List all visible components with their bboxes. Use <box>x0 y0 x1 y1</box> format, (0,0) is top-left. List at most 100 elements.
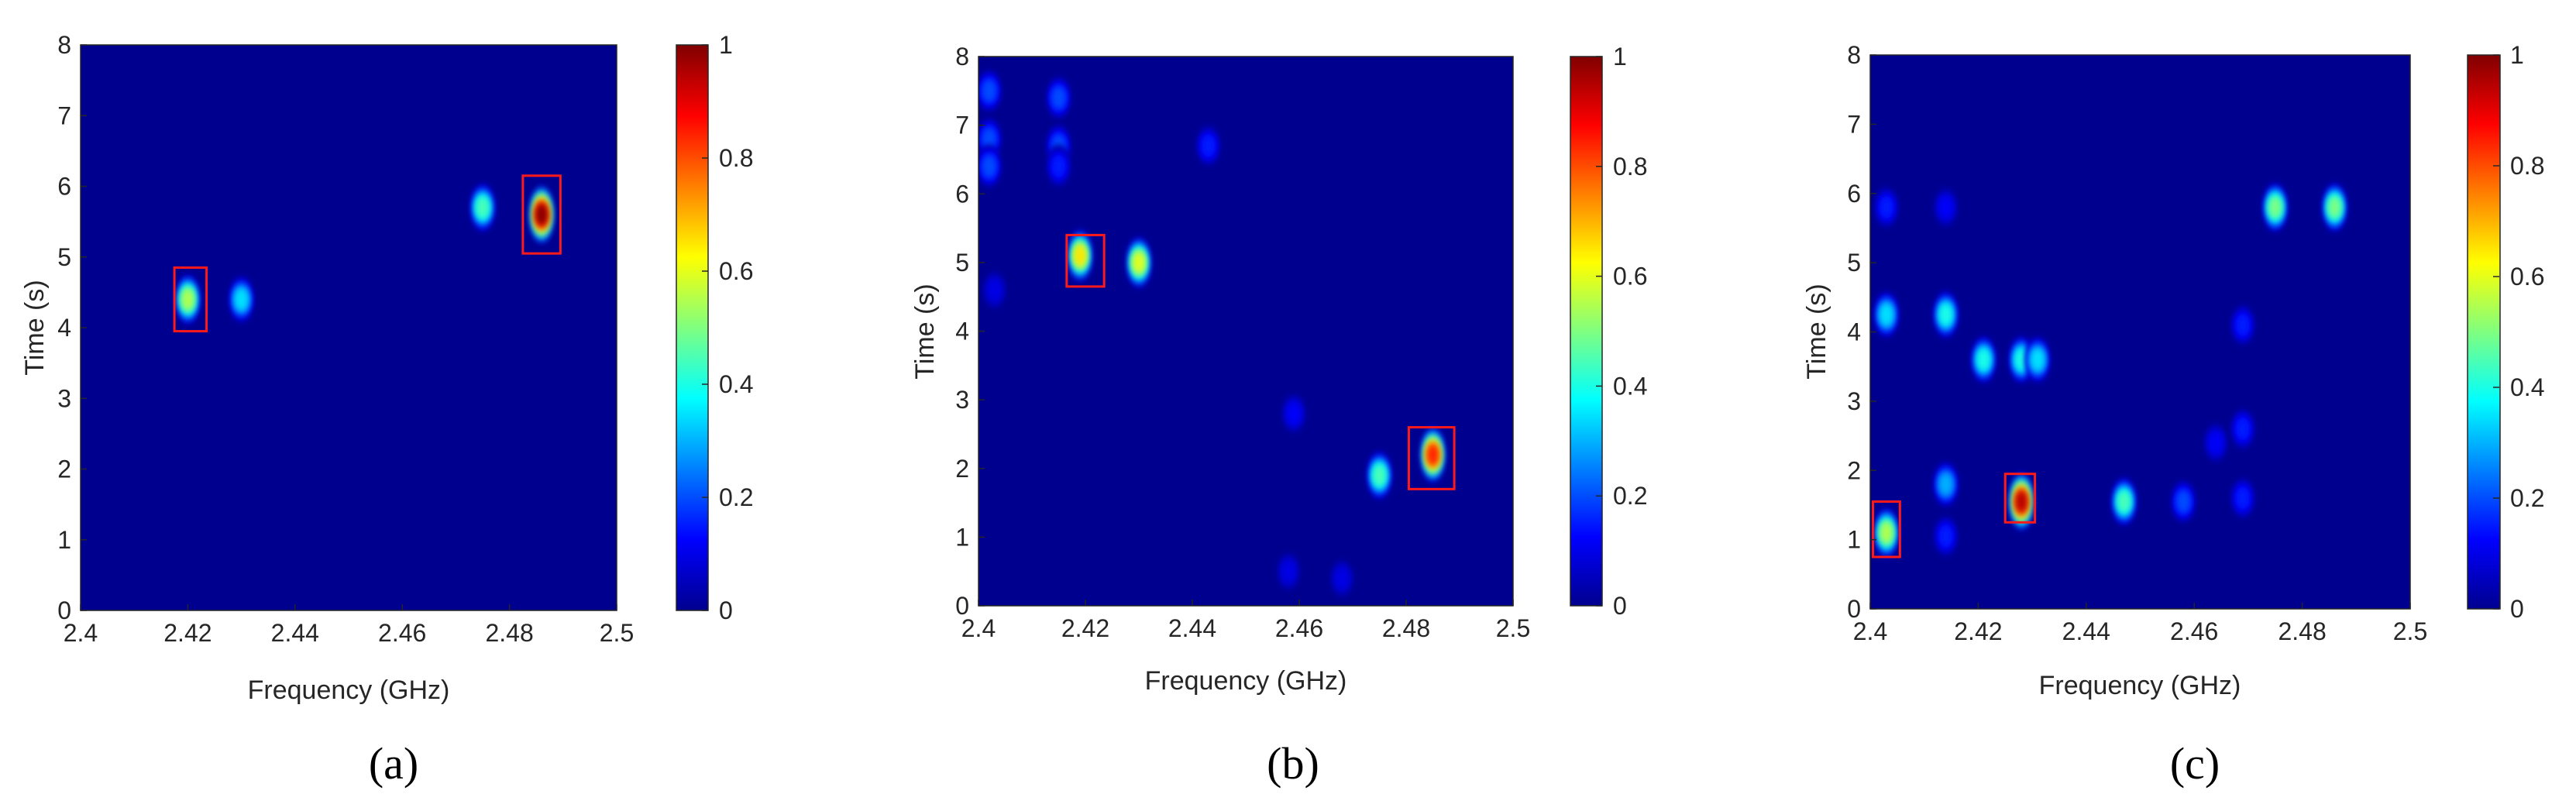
y-ticks-a: 0 1 2 3 4 5 6 7 8 <box>57 31 87 624</box>
x-axis-label-a: Frequency (GHz) <box>248 676 450 705</box>
hotspot <box>2111 476 2137 527</box>
heatmap-spots-a <box>175 183 555 325</box>
highlight-box <box>173 266 208 333</box>
y-tick-label: 5 <box>955 249 969 277</box>
hotspot <box>1873 290 1899 339</box>
y-tick-label: 8 <box>57 31 71 59</box>
hotspot <box>1873 507 1899 559</box>
y-tick-label: 1 <box>955 523 969 551</box>
colorbar-tick-label: 1 <box>2510 41 2524 69</box>
hotspot <box>1126 236 1151 289</box>
x-tick-label: 2.5 <box>600 619 634 647</box>
y-ticks-b: 0 1 2 3 4 5 6 7 8 <box>955 43 985 620</box>
hotspot <box>1367 450 1392 500</box>
colorbar-tick-label: 0.8 <box>2510 152 2544 180</box>
hotspot <box>1281 391 1307 435</box>
y-tick-label: 4 <box>955 318 969 345</box>
y-tick-label: 4 <box>57 314 71 342</box>
hotspot <box>1933 460 1959 508</box>
y-tick-label: 4 <box>1847 318 1861 346</box>
colorbar-a <box>676 44 709 611</box>
y-tick-label: 6 <box>955 180 969 208</box>
hotspot <box>982 268 1007 312</box>
x-tick-label: 2.48 <box>2278 617 2326 645</box>
colorbar-tick-label: 0.6 <box>2510 263 2544 290</box>
hotspot <box>470 183 495 232</box>
colorbar-tick-label: 0.6 <box>1613 263 1647 290</box>
y-tick-label: 6 <box>1847 180 1861 208</box>
x-tick-label: 2.5 <box>1496 614 1530 642</box>
x-tick-label: 2.42 <box>1061 614 1109 642</box>
panel-a: 2.4 2.42 2.44 2.46 2.48 2.5 0 1 2 3 4 5 6 7 8 Frequen… <box>20 31 753 789</box>
hotspot <box>175 273 201 325</box>
y-tick-label: 2 <box>955 455 969 483</box>
heatmap-spots-c <box>1873 182 2347 559</box>
x-ticks-a: 2.4 2.42 2.44 2.46 2.48 2.5 <box>64 604 634 647</box>
x-tick-label: 2.48 <box>1382 614 1430 642</box>
hotspot <box>2025 335 2051 383</box>
hotspot <box>2230 407 2255 452</box>
colorbar-tick-label: 0.8 <box>719 144 753 172</box>
colorbar-tick-label: 1 <box>719 31 733 59</box>
hotspot <box>2203 421 2229 465</box>
x-tick-label: 2.44 <box>1168 614 1216 642</box>
colorbar-tick-label: 0.2 <box>2510 484 2544 512</box>
hotspot <box>2230 476 2255 521</box>
x-tick-label: 2.46 <box>1275 614 1323 642</box>
colorbar-ticks-a: 0 0.2 0.4 0.6 0.8 1 <box>702 31 753 624</box>
panel-c: 2.4 2.42 2.44 2.46 2.48 2.5 0 1 2 3 4 5 6 7 8 Frequen… <box>1802 41 2544 789</box>
hotspot <box>978 143 1002 189</box>
x-tick-label: 2.42 <box>1954 617 2002 645</box>
hotspot <box>2322 182 2347 233</box>
hotspot <box>529 185 555 244</box>
x-tick-label: 2.48 <box>485 619 533 647</box>
hotspot <box>1873 185 1899 230</box>
plot-area-a <box>81 45 617 610</box>
hotspot <box>978 68 1002 114</box>
hotspot <box>1068 229 1093 283</box>
colorbar-tick-label: 0.4 <box>2510 373 2544 401</box>
x-tick-label: 2.44 <box>2062 617 2110 645</box>
hotspot <box>1933 514 1959 559</box>
y-tick-label: 1 <box>1847 526 1861 554</box>
hotspot <box>1933 185 1959 229</box>
colorbar-ticks-c: 0 0.2 0.4 0.6 0.8 1 <box>2493 41 2544 623</box>
y-tick-label: 2 <box>1847 456 1861 484</box>
hotspot <box>1195 123 1221 168</box>
x-tick-label: 2.4 <box>1853 617 1887 645</box>
y-tick-label: 2 <box>57 456 71 483</box>
y-axis-label-a: Time (s) <box>20 280 50 375</box>
x-axis-label-b: Frequency (GHz) <box>1145 666 1347 696</box>
y-tick-label: 0 <box>57 596 71 624</box>
y-tick-label: 3 <box>57 384 71 412</box>
colorbar-tick-label: 0 <box>719 596 733 624</box>
y-tick-label: 0 <box>955 592 969 620</box>
hotspot <box>1046 75 1071 121</box>
panel-label-b: (b) <box>1267 738 1319 789</box>
y-tick-label: 7 <box>955 112 969 139</box>
hotspot <box>229 275 254 324</box>
x-tick-label: 2.4 <box>64 619 98 647</box>
y-tick-label: 8 <box>955 43 969 70</box>
hotspot <box>1046 144 1071 189</box>
colorbar-tick-label: 0.4 <box>1613 372 1647 400</box>
colorbar-c <box>2467 54 2501 610</box>
x-tick-label: 2.46 <box>2170 617 2218 645</box>
colorbar-tick-label: 0.8 <box>1613 153 1647 180</box>
highlight-box <box>1065 233 1106 288</box>
x-tick-label: 2.46 <box>378 619 426 647</box>
hotspot <box>2230 303 2255 348</box>
highlight-box <box>1871 500 1901 559</box>
x-axis-label-c: Frequency (GHz) <box>2039 671 2241 700</box>
x-tick-label: 2.44 <box>271 619 319 647</box>
hotspot <box>1933 290 1959 339</box>
y-axis-label-c: Time (s) <box>1802 284 1831 379</box>
panel-label-a: (a) <box>369 738 418 789</box>
x-tick-label: 2.5 <box>2393 617 2427 645</box>
colorbar-tick-label: 0.4 <box>719 370 753 398</box>
colorbar-ticks-b: 0 0.2 0.4 0.6 0.8 1 <box>1596 43 1647 620</box>
colorbar-b <box>1570 56 1603 607</box>
hotspot <box>1329 556 1355 600</box>
y-tick-label: 8 <box>1847 41 1861 69</box>
heatmap-spots-b <box>978 68 1446 600</box>
